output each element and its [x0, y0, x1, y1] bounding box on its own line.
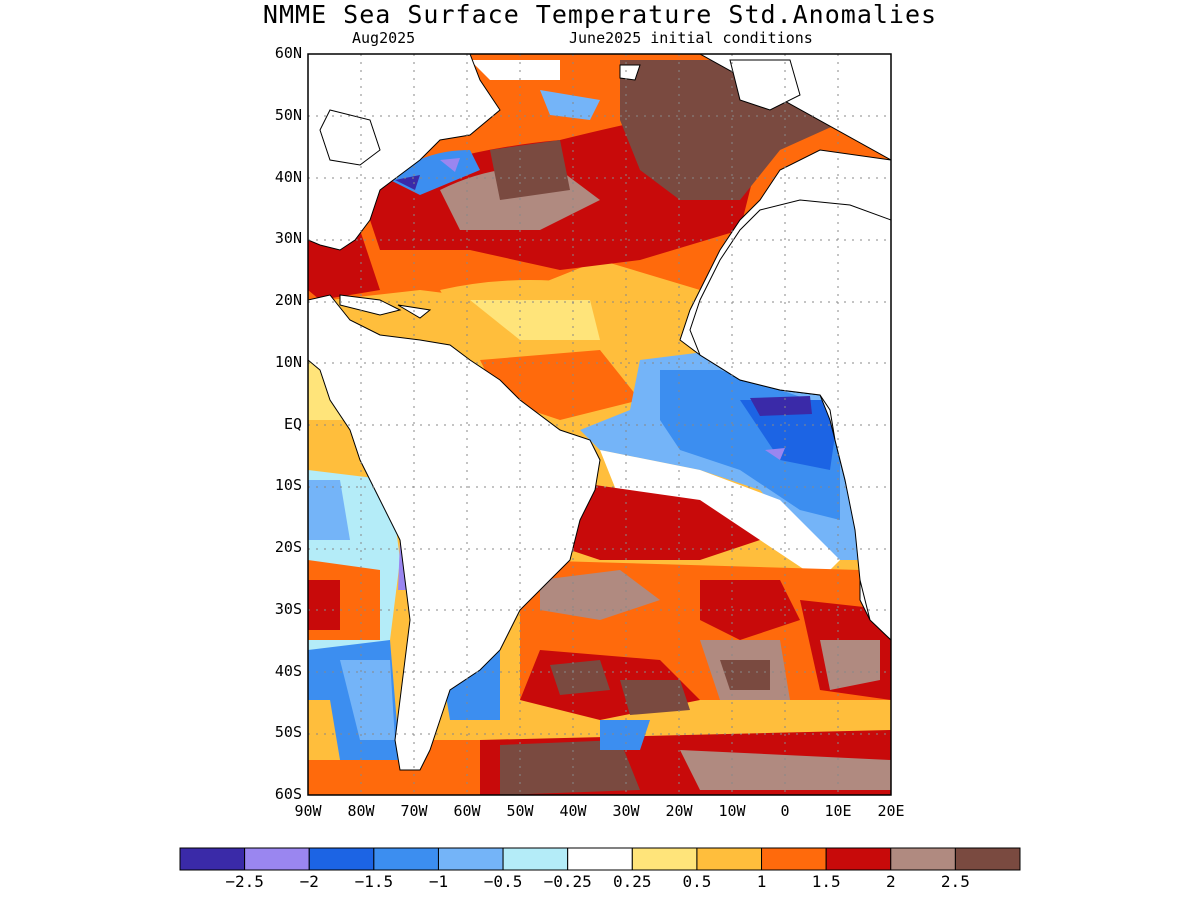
colorbar-tick-label: 0.25 — [613, 872, 652, 891]
colorbar-swatch — [373, 847, 439, 871]
colorbar — [179, 847, 1021, 871]
colorbar-tick-label: 1.5 — [811, 872, 841, 891]
colorbar-swatch — [567, 847, 633, 871]
colorbar-tick-label: −1.5 — [354, 872, 394, 891]
longitude-tick-label: 0 — [780, 802, 790, 820]
latitude-tick-label: 10S — [274, 476, 302, 495]
colorbar-tick-label: 2 — [885, 872, 896, 891]
latitude-tick-label: 30N — [274, 229, 302, 248]
map-gridlines — [308, 54, 891, 795]
latitude-tick-label: 60S — [274, 785, 302, 803]
colorbar-swatch — [308, 847, 375, 871]
colorbar-tick-label: 2.5 — [940, 872, 970, 891]
colorbar-tick-label: 1 — [756, 872, 767, 891]
colorbar-swatch — [631, 847, 698, 871]
longitude-tick-label: 10W — [718, 802, 746, 820]
colorbar-swatch — [179, 847, 246, 871]
latitude-tick-label: 50N — [274, 105, 302, 124]
longitude-tick-label: 30W — [612, 802, 640, 820]
latitude-tick-label: EQ — [283, 414, 302, 433]
colorbar-swatch — [890, 847, 956, 871]
latitude-tick-label: 40S — [274, 661, 302, 680]
valid-month-label: Aug2025 — [352, 29, 416, 47]
initial-conditions-label: June2025 initial conditions — [569, 29, 813, 47]
latitude-tick-label: 20N — [274, 291, 302, 309]
colorbar-swatch — [761, 847, 827, 871]
longitude-tick-label: 10E — [824, 802, 852, 820]
map-frame — [307, 53, 892, 796]
longitude-tick-label: 50W — [506, 802, 534, 820]
colorbar-swatch — [954, 847, 1021, 871]
longitude-tick-label: 20E — [877, 802, 905, 820]
colorbar-tick-label: 0.5 — [682, 872, 712, 891]
longitude-tick-label: 20W — [665, 802, 693, 820]
colorbar-tick-label: −2 — [299, 872, 319, 891]
colorbar-swatch — [244, 847, 310, 871]
colorbar-swatch — [696, 847, 763, 871]
colorbar-tick-label: −0.25 — [543, 872, 592, 891]
colorbar-tick-label: −1 — [428, 872, 449, 891]
latitude-tick-label: 50S — [274, 723, 302, 742]
latitude-tick-label: 30S — [274, 599, 302, 618]
longitude-tick-label: 40W — [559, 802, 587, 820]
colorbar-tick-label: −0.5 — [483, 872, 523, 891]
chart-title: NMME Sea Surface Temperature Std.Anomali… — [262, 0, 938, 29]
colorbar-swatch — [825, 847, 892, 871]
anomaly-field — [308, 54, 891, 795]
colorbar-swatch — [437, 847, 504, 871]
longitude-tick-label: 90W — [294, 802, 322, 820]
colorbar-swatch — [502, 847, 569, 871]
longitude-tick-label: 80W — [347, 802, 375, 820]
latitude-tick-label: 60N — [274, 44, 302, 62]
longitude-tick-label: 60W — [453, 802, 481, 820]
colorbar-tick-label: −2.5 — [225, 872, 264, 891]
latitude-tick-label: 40N — [274, 167, 302, 186]
latitude-tick-label: 10N — [274, 352, 302, 371]
longitude-tick-label: 70W — [400, 802, 428, 820]
latitude-tick-label: 20S — [274, 538, 302, 556]
